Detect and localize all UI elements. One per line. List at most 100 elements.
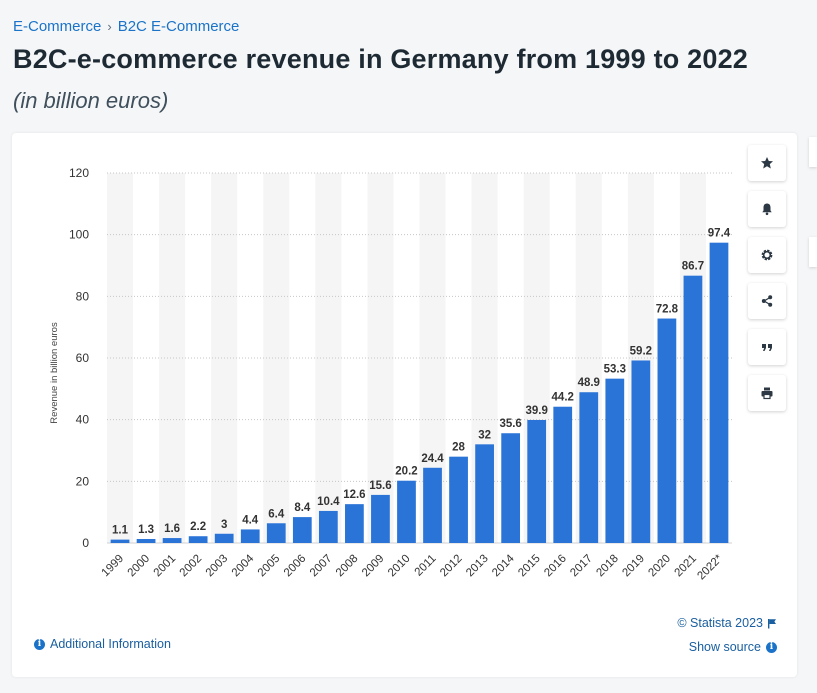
data-label: 8.4 [294, 502, 311, 514]
x-tick-label: 2014 [490, 552, 517, 579]
x-tick-label: 2019 [620, 553, 647, 580]
x-tick-label: 2001 [152, 553, 179, 580]
bar [657, 318, 677, 543]
print-button[interactable] [748, 375, 786, 411]
x-tick-label: 2020 [646, 553, 673, 580]
bar [345, 504, 364, 543]
bar [475, 444, 494, 543]
x-tick-label: 2011 [413, 553, 439, 579]
bar [110, 539, 130, 543]
data-label: 97.4 [708, 228, 731, 240]
revenue-bar-chart: 0 20 40 60 80 100 120 Revenue in billion euros 1… [49, 166, 732, 582]
cite-button[interactable] [748, 329, 786, 365]
data-label: 15.6 [369, 480, 391, 492]
x-tick-label: 2000 [126, 553, 153, 580]
data-label: 44.2 [552, 392, 574, 404]
bar [371, 494, 390, 543]
data-label: 86.7 [682, 261, 704, 273]
settings-button[interactable] [748, 237, 786, 273]
bell-icon [762, 203, 772, 216]
statista-copyright: © Statista 2023 [677, 616, 777, 630]
additional-information-link[interactable]: i Additional Information [34, 637, 171, 651]
show-source-link[interactable]: Show source i [689, 640, 777, 654]
bar [553, 406, 573, 543]
data-label: 24.4 [421, 453, 444, 465]
bar [449, 456, 468, 543]
bar [579, 392, 599, 543]
y-tick-label: 100 [69, 228, 89, 242]
x-tick-label: 2006 [282, 553, 309, 580]
y-axis-label: Revenue in billion euros [49, 322, 60, 424]
adjacent-panel-edge [809, 237, 817, 267]
data-label: 2.2 [190, 521, 206, 533]
bar [631, 360, 651, 543]
y-tick-label: 80 [76, 289, 90, 303]
share-button[interactable] [748, 283, 786, 319]
data-label: 3 [221, 519, 227, 531]
y-tick-label: 40 [76, 413, 90, 427]
data-label: 1.1 [112, 525, 129, 537]
data-label: 59.2 [630, 345, 652, 357]
x-tick-label: 2015 [516, 553, 543, 580]
column-band [263, 173, 290, 543]
info-icon: i [34, 638, 45, 650]
show-source-label: Show source [688, 640, 761, 654]
x-tick-label: 2013 [464, 553, 491, 580]
bar [397, 480, 416, 543]
bar [527, 419, 547, 543]
y-tick-label: 120 [69, 166, 89, 180]
notification-button[interactable] [748, 191, 786, 227]
favorite-button[interactable] [748, 145, 786, 181]
data-label: 12.6 [343, 489, 365, 501]
x-tick-label: 2005 [256, 553, 283, 580]
x-tick-label: 2016 [542, 553, 569, 580]
bar [683, 275, 703, 543]
x-tick-label: 2002 [178, 553, 205, 580]
x-tick-label: 2009 [360, 553, 387, 580]
x-tick-label: 2008 [334, 553, 361, 580]
flag-icon[interactable] [767, 618, 777, 629]
x-tick-label: 2012 [438, 553, 465, 580]
breadcrumb: E-Commerce › B2C E-Commerce [13, 18, 239, 35]
y-tick-label: 0 [82, 536, 89, 550]
data-label: 6.4 [268, 508, 285, 520]
bar [605, 378, 625, 543]
data-label: 39.9 [525, 405, 547, 417]
bar [188, 536, 208, 543]
bar [423, 467, 442, 543]
gear-icon [761, 249, 773, 261]
column-band [159, 173, 186, 543]
data-label: 1.6 [164, 523, 180, 535]
print-icon [761, 387, 773, 400]
bar [266, 523, 286, 543]
data-label: 10.4 [317, 496, 340, 508]
bar [162, 538, 182, 543]
x-tick-label: 2003 [204, 553, 231, 580]
share-icon [761, 295, 773, 307]
star-icon [761, 157, 773, 169]
data-label: 53.3 [604, 364, 626, 376]
x-tick-label: 2022* [695, 552, 725, 582]
copyright-label: © Statista 2023 [677, 616, 763, 630]
chart-toolbar [748, 145, 786, 421]
page-title: B2C-e-commerce revenue in Germany from 1… [13, 44, 749, 74]
bar [501, 433, 521, 543]
x-tick-label: 2021 [672, 553, 699, 580]
data-label: 35.6 [499, 418, 521, 430]
info-icon: i [766, 641, 777, 653]
adjacent-panel-edge [809, 137, 817, 167]
x-tick-label: 2007 [308, 553, 335, 580]
x-tick-label: 2017 [568, 553, 595, 580]
x-tick-label: 2004 [230, 552, 257, 579]
breadcrumb-b2c-ecommerce[interactable]: B2C E-Commerce [117, 18, 240, 35]
breadcrumb-ecommerce[interactable]: E-Commerce [13, 18, 102, 35]
data-label: 28 [452, 442, 465, 454]
bar [709, 242, 729, 543]
bar [240, 529, 260, 543]
bar [318, 510, 338, 543]
bar [214, 533, 234, 543]
x-tick-label: 2010 [386, 553, 413, 580]
data-label: 1.3 [138, 524, 154, 536]
bar [136, 538, 156, 543]
data-label: 20.2 [395, 466, 417, 478]
